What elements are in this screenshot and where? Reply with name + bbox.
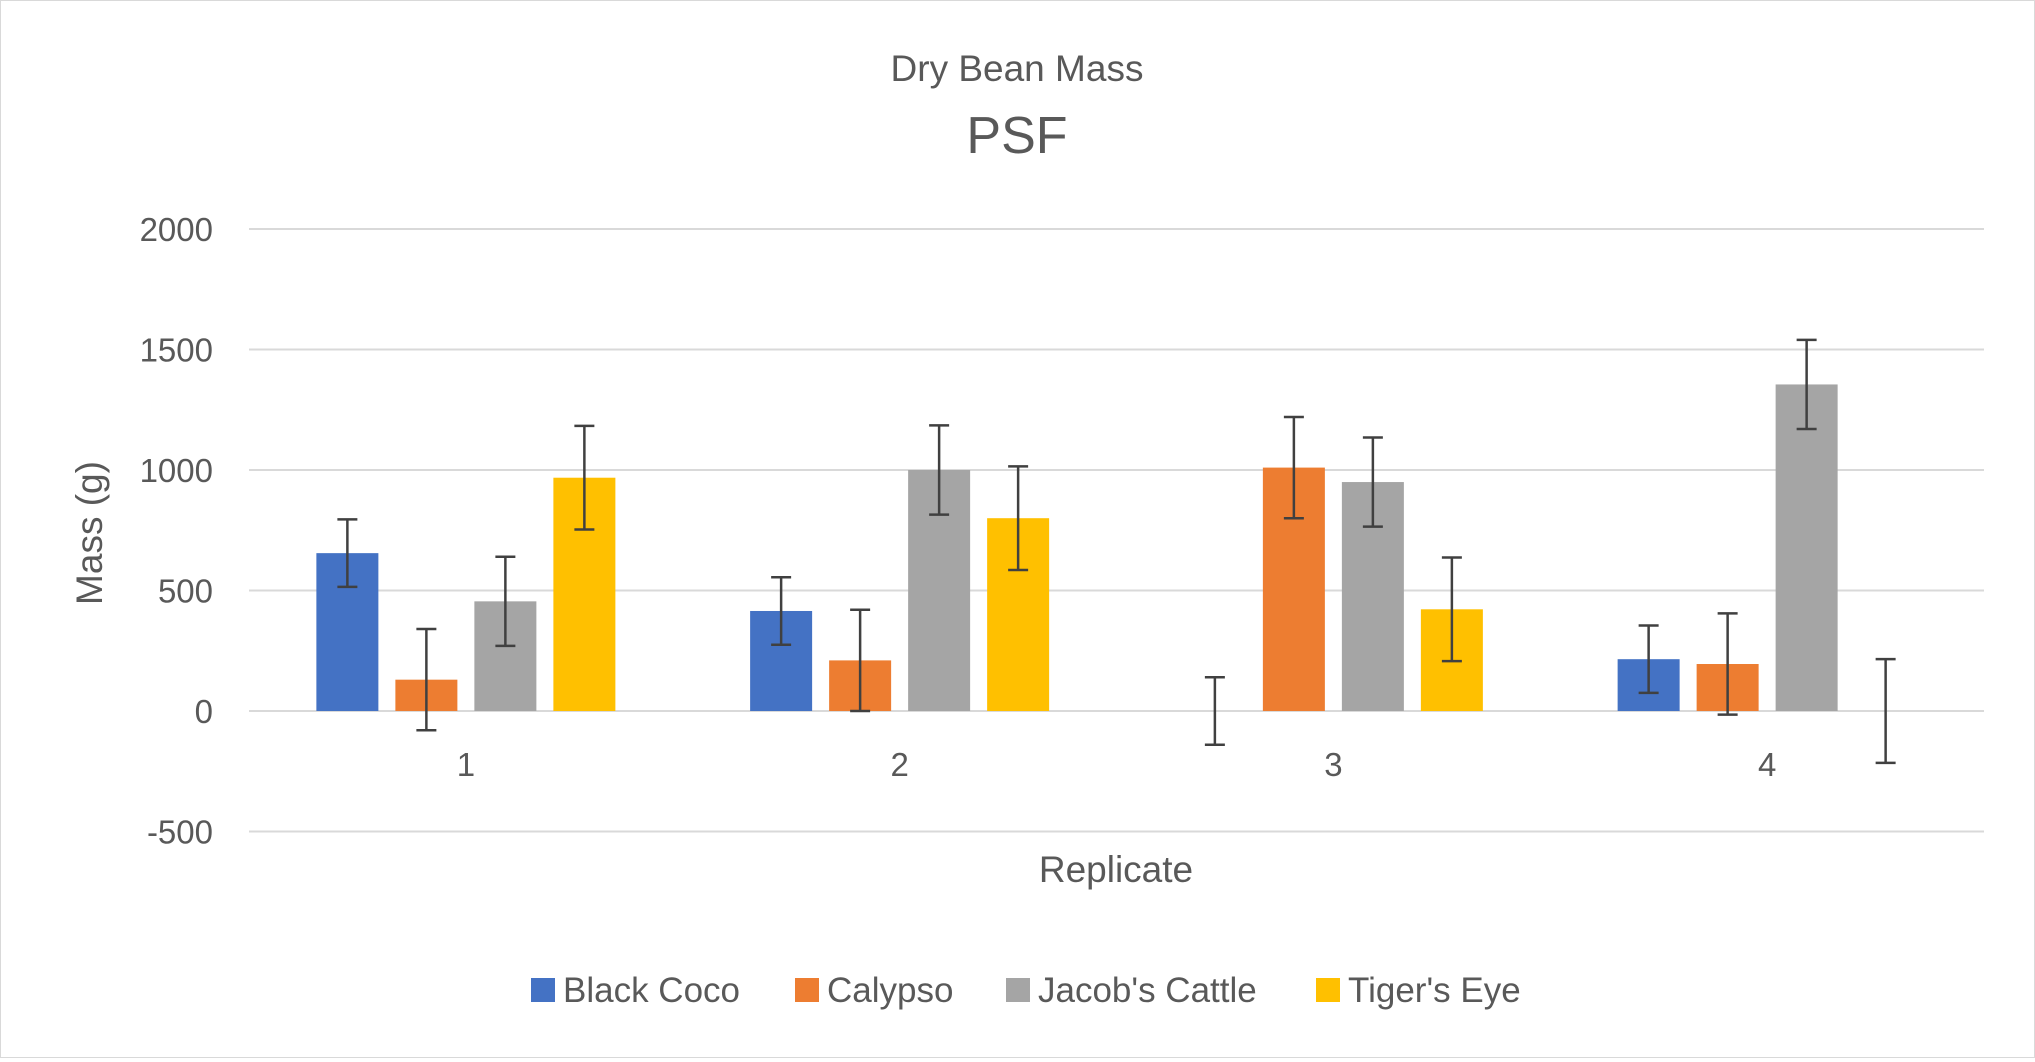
y-tick-label: 500 [158, 573, 213, 610]
legend-label: Calypso [827, 971, 953, 1010]
legend-swatch [795, 978, 819, 1002]
legend: Black Coco Calypso Jacob's Cattle Tiger's E… [531, 971, 1521, 1010]
x-tick-label: 2 [890, 746, 908, 783]
error-bars [337, 338, 1896, 765]
legend-swatch [1316, 978, 1340, 1002]
bar [1775, 384, 1838, 711]
legend-label: Black Coco [563, 971, 740, 1010]
x-axis-label: Replicate [1039, 849, 1193, 890]
legend-label: Tiger's Eye [1348, 971, 1521, 1010]
chart-subtitle: PSF [966, 107, 1067, 165]
x-axis-ticks: 1 2 3 4 [457, 746, 1777, 783]
y-axis-label: Mass (g) [69, 461, 110, 605]
x-tick-label: 3 [1324, 746, 1342, 783]
y-axis-ticks: 2000 1500 1000 500 0 -500 [140, 211, 213, 851]
y-tick-label: 0 [195, 693, 213, 730]
x-tick-label: 1 [457, 746, 475, 783]
x-tick-label: 4 [1758, 746, 1776, 783]
legend-swatch [531, 978, 555, 1002]
legend-label: Jacob's Cattle [1038, 971, 1257, 1010]
y-tick-label: 2000 [140, 211, 213, 248]
y-tick-label: 1000 [140, 452, 213, 489]
y-tick-label: -500 [147, 814, 213, 851]
gridlines [249, 228, 1984, 833]
y-tick-label: 1500 [140, 332, 213, 369]
chart-title: Dry Bean Mass [891, 48, 1144, 89]
legend-swatch [1006, 978, 1030, 1002]
bars [316, 384, 1838, 711]
